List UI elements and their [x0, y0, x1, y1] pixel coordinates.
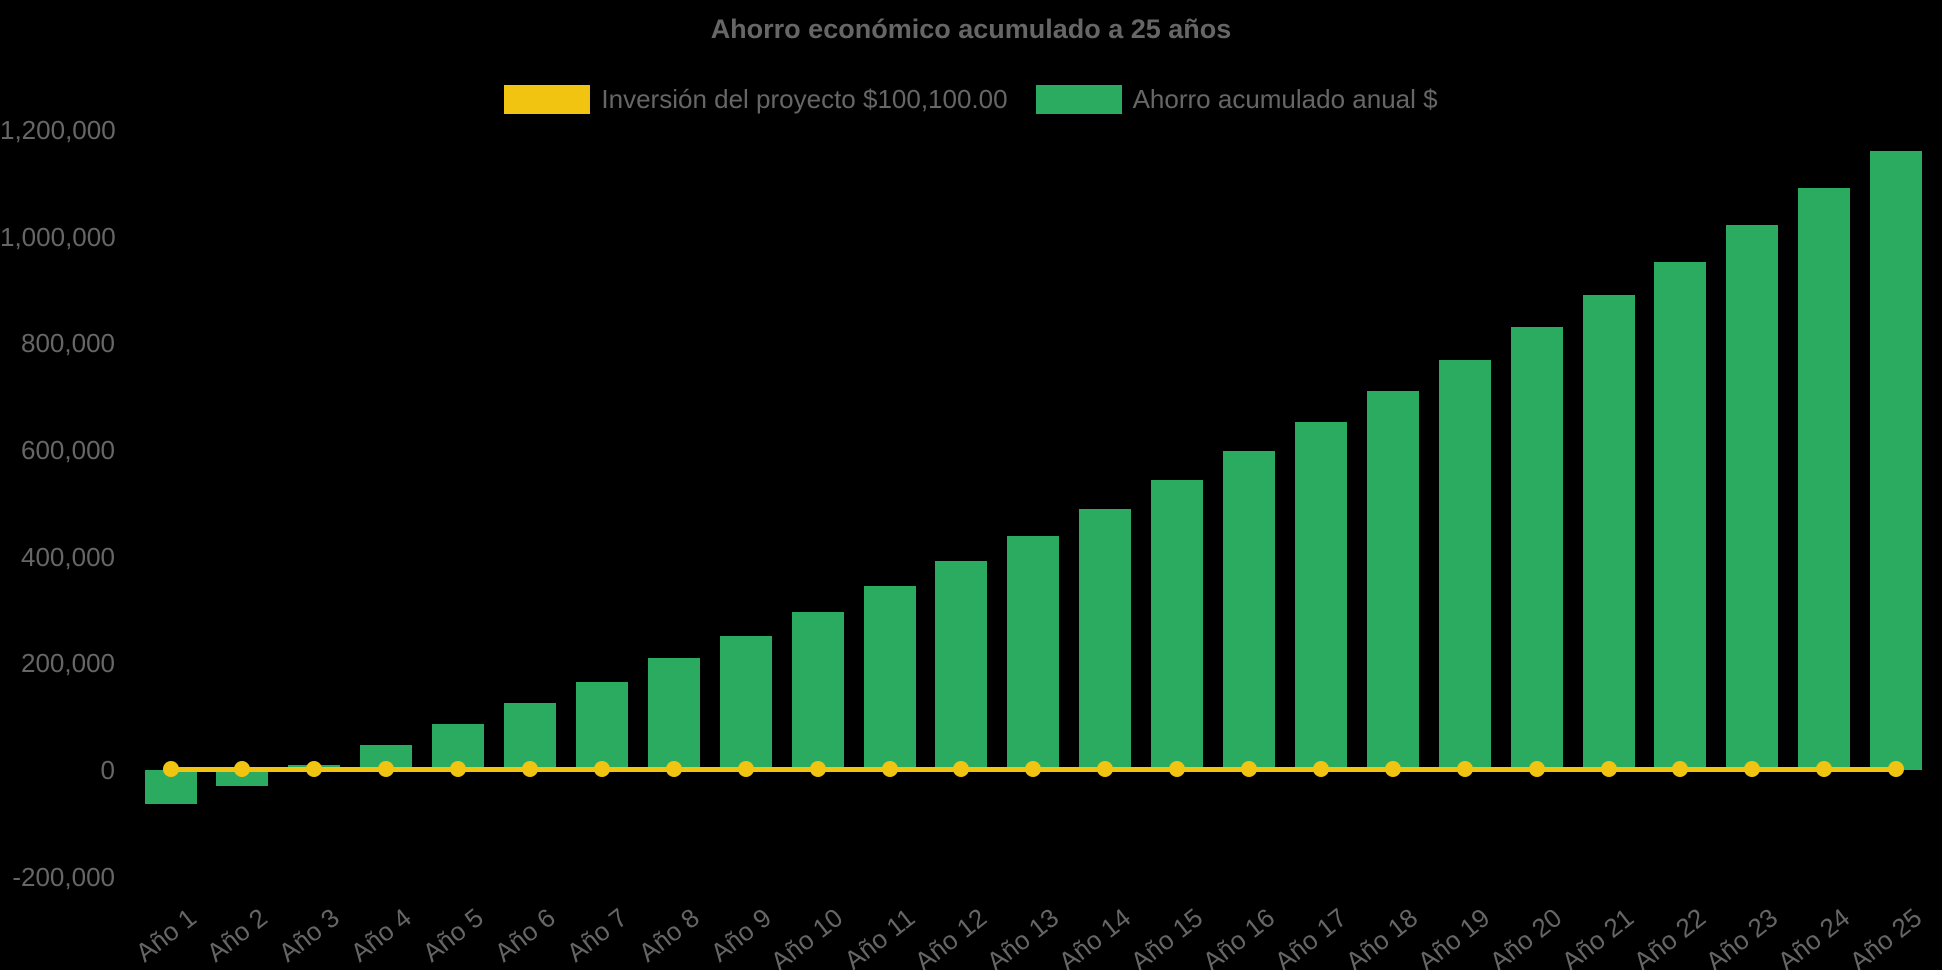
- savings-bar-año-8[interactable]: [647, 658, 700, 770]
- x-axis-tick-label: Año 1: [129, 902, 202, 968]
- investment-point-año-17[interactable]: [1312, 761, 1329, 777]
- x-axis-tick-label: Año 16: [1196, 902, 1280, 970]
- x-axis-tick-label: Año 12: [908, 902, 993, 970]
- legend-swatch-inversion-icon: [504, 85, 591, 114]
- legend-label-ahorro: Ahorro acumulado anual $: [1132, 84, 1438, 114]
- x-axis-tick-label: Año 14: [1052, 902, 1137, 970]
- x-axis-tick-label: Año 19: [1412, 902, 1496, 970]
- savings-bar-año-23[interactable]: [1726, 224, 1779, 770]
- savings-bar-año-25[interactable]: [1870, 151, 1923, 770]
- x-axis-tick-label: Año 4: [345, 902, 418, 968]
- x-axis-tick-label: Año 25: [1843, 902, 1927, 970]
- chart-title: Ahorro económico acumulado a 25 años: [710, 14, 1232, 44]
- investment-point-año-6[interactable]: [522, 761, 538, 777]
- x-axis-tick-label: Año 18: [1340, 902, 1424, 970]
- y-axis-tick-label: 1,000,000: [0, 221, 116, 252]
- y-axis-tick-label: 0: [100, 755, 115, 785]
- x-axis-tick-label: Año 10: [765, 902, 849, 970]
- investment-point-año-2[interactable]: [234, 761, 251, 777]
- x-axis-tick-label: Año 9: [704, 902, 777, 968]
- investment-point-año-12[interactable]: [953, 761, 970, 777]
- y-axis-tick-label: -200,000: [12, 861, 115, 892]
- x-axis-tick-label: Año 6: [488, 902, 561, 968]
- x-axis-tick-label: Año 22: [1627, 902, 1712, 970]
- savings-bar-año-12[interactable]: [935, 561, 988, 770]
- x-axis-tick-label: Año 3: [273, 902, 346, 968]
- x-axis-tick-label: Año 24: [1771, 902, 1856, 970]
- savings-bar-año-19[interactable]: [1438, 360, 1491, 770]
- investment-point-año-1[interactable]: [162, 761, 179, 777]
- investment-point-año-3[interactable]: [306, 761, 323, 777]
- x-axis-tick-label: Año 13: [980, 902, 1065, 970]
- savings-bar-año-13[interactable]: [1007, 535, 1060, 770]
- investment-point-año-7[interactable]: [593, 761, 610, 777]
- savings-bar-año-17[interactable]: [1294, 422, 1347, 770]
- x-axis-tick-label: Año 23: [1699, 902, 1784, 970]
- legend: Inversión del proyecto $100,100.00 Ahorr…: [0, 84, 1942, 115]
- x-axis-tick-label: Año 11: [838, 902, 921, 970]
- investment-point-año-10[interactable]: [809, 761, 826, 777]
- investment-point-año-13[interactable]: [1025, 761, 1042, 777]
- legend-label-inversion: Inversión del proyecto $100,100.00: [601, 84, 1008, 114]
- y-axis-tick-label: 200,000: [21, 648, 115, 679]
- investment-point-año-22[interactable]: [1672, 761, 1689, 777]
- x-axis-tick-label: Año 7: [560, 902, 633, 968]
- investment-point-año-14[interactable]: [1097, 761, 1114, 777]
- savings-bar-año-14[interactable]: [1079, 508, 1132, 770]
- investment-point-año-15[interactable]: [1169, 761, 1186, 777]
- legend-item-inversion[interactable]: Inversión del proyecto $100,100.00: [504, 84, 1008, 115]
- savings-bar-año-24[interactable]: [1798, 188, 1851, 770]
- investment-point-año-18[interactable]: [1384, 761, 1401, 777]
- savings-bar-año-22[interactable]: [1654, 261, 1707, 770]
- savings-bar-año-20[interactable]: [1510, 327, 1563, 770]
- savings-bar-año-11[interactable]: [863, 586, 916, 770]
- investment-point-año-16[interactable]: [1241, 761, 1257, 777]
- investment-point-año-23[interactable]: [1744, 761, 1761, 777]
- savings-bar-año-21[interactable]: [1582, 294, 1635, 770]
- x-axis-tick-label: Año 8: [632, 902, 705, 968]
- legend-swatch-ahorro-icon: [1035, 85, 1122, 114]
- legend-item-ahorro[interactable]: Ahorro acumulado anual $: [1035, 84, 1438, 115]
- investment-point-año-25[interactable]: [1888, 761, 1905, 777]
- investment-point-año-4[interactable]: [378, 761, 395, 777]
- investment-point-año-9[interactable]: [737, 761, 754, 777]
- y-axis-tick-label: 800,000: [21, 328, 115, 359]
- investment-point-año-19[interactable]: [1456, 761, 1473, 777]
- x-axis-tick-label: Año 2: [201, 902, 274, 968]
- y-axis-tick-label: 1,200,000: [0, 114, 116, 145]
- investment-point-año-8[interactable]: [665, 761, 682, 777]
- investment-point-año-5[interactable]: [450, 761, 467, 777]
- savings-bar-año-7[interactable]: [575, 681, 628, 770]
- savings-bar-año-9[interactable]: [719, 636, 772, 770]
- x-axis-tick-label: Año 17: [1268, 902, 1352, 970]
- x-axis-tick-label: Año 21: [1555, 902, 1640, 970]
- savings-bar-año-2[interactable]: [216, 770, 269, 786]
- y-axis-tick-label: 600,000: [21, 434, 115, 465]
- investment-point-año-20[interactable]: [1528, 761, 1545, 777]
- savings-bar-año-15[interactable]: [1151, 479, 1204, 770]
- y-axis-tick-label: 400,000: [21, 541, 115, 572]
- x-axis-tick-label: Año 5: [416, 902, 489, 968]
- investment-point-año-11[interactable]: [881, 761, 898, 777]
- savings-bar-año-10[interactable]: [791, 611, 844, 770]
- savings-bar-año-6[interactable]: [504, 703, 556, 770]
- savings-bar-año-16[interactable]: [1223, 450, 1275, 770]
- investment-point-año-24[interactable]: [1816, 761, 1833, 777]
- investment-point-año-21[interactable]: [1600, 761, 1617, 777]
- x-axis-tick-label: Año 15: [1124, 902, 1208, 970]
- x-axis-tick-label: Año 20: [1484, 902, 1568, 970]
- savings-bar-año-18[interactable]: [1366, 390, 1419, 770]
